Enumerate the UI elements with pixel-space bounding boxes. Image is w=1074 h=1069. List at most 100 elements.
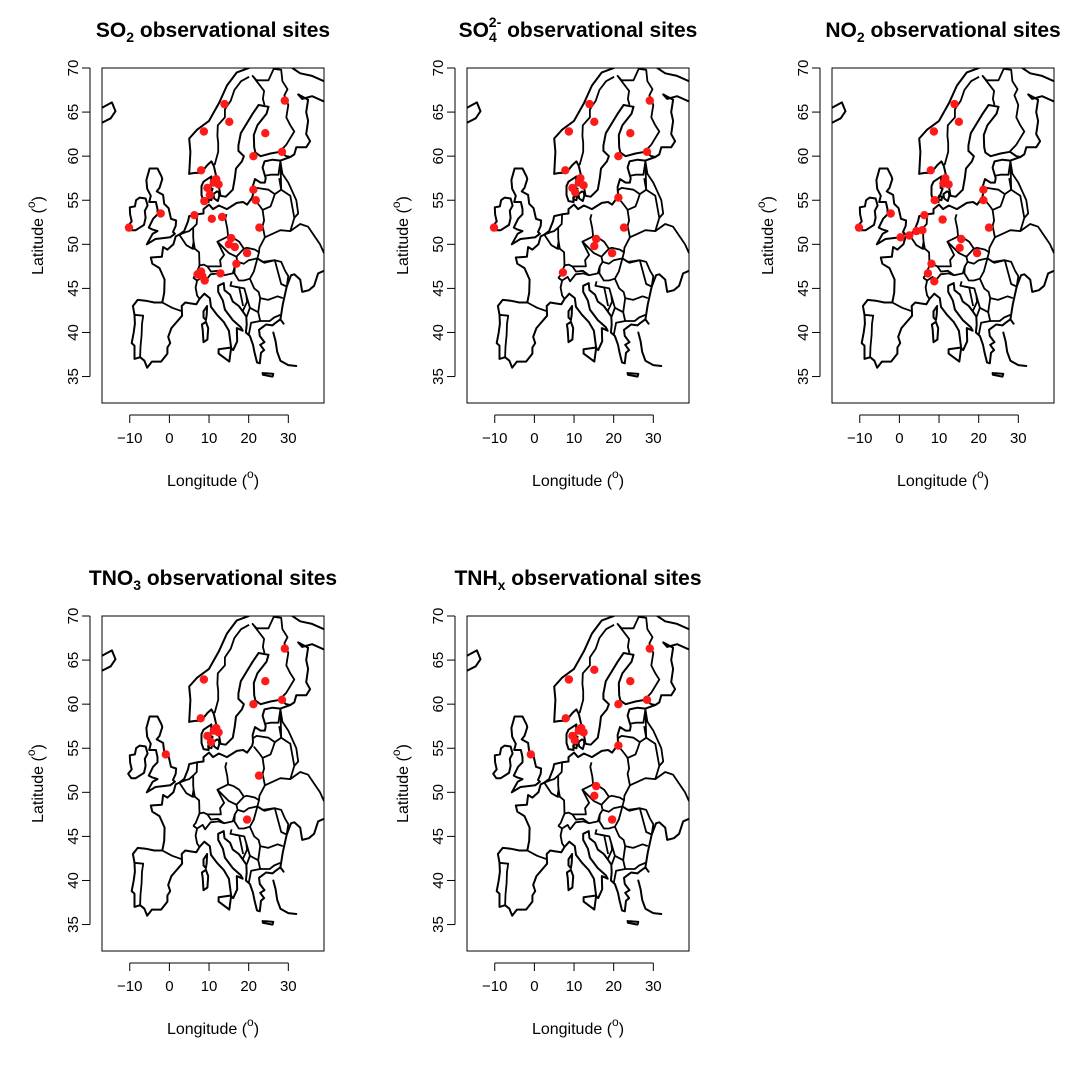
site-point — [576, 174, 585, 183]
coastline — [930, 320, 940, 344]
country-border — [946, 241, 975, 258]
site-point — [261, 129, 270, 138]
coastline — [188, 616, 324, 723]
country-border — [602, 257, 623, 265]
coastline — [577, 738, 586, 751]
site-point — [280, 644, 289, 653]
site-point — [854, 223, 864, 232]
site-point — [607, 815, 617, 824]
y-tick-label: 35 — [430, 368, 447, 385]
site-point — [277, 695, 287, 704]
plot-frame — [466, 615, 690, 952]
site-point — [124, 223, 134, 232]
country-border — [559, 280, 566, 300]
map-panel-svg: TNHx observational sites −10 0 10 20 30 35 40 45… — [389, 567, 702, 1038]
country-border — [256, 800, 290, 835]
site-point — [614, 193, 623, 202]
country-border — [622, 845, 627, 861]
coastline — [637, 331, 663, 367]
basemap — [467, 616, 689, 926]
country-border — [557, 813, 566, 827]
site-markers — [854, 99, 994, 286]
country-border — [178, 774, 194, 784]
country-border — [229, 829, 248, 860]
site-point — [957, 234, 966, 244]
site-point — [592, 781, 601, 791]
site-point — [570, 736, 579, 745]
x-tick-label: 30 — [280, 430, 297, 447]
x-tick-label: 30 — [280, 978, 297, 995]
panel-title-main: NO — [825, 19, 857, 42]
site-point — [220, 99, 229, 109]
coastline — [582, 894, 598, 911]
y-tick-label: 40 — [65, 872, 82, 889]
country-border — [194, 828, 201, 848]
coastline — [1019, 93, 1054, 158]
site-point — [614, 152, 623, 161]
country-border — [599, 285, 609, 307]
site-point — [938, 215, 947, 224]
coastline — [492, 744, 514, 780]
coastline — [212, 738, 221, 751]
y-axis-label: Latitude (o) — [24, 744, 47, 823]
country-border — [543, 226, 559, 236]
country-border — [264, 188, 296, 239]
site-point — [930, 277, 939, 286]
coastline — [188, 68, 324, 175]
country-border — [192, 762, 229, 816]
country-border — [233, 806, 259, 830]
country-border — [622, 297, 627, 313]
y-tick-label: 50 — [65, 236, 82, 253]
country-border — [279, 161, 300, 219]
country-border — [216, 789, 245, 806]
coastline — [942, 190, 951, 203]
x-tick-label: 20 — [605, 978, 622, 995]
coastline — [279, 817, 324, 869]
country-border — [256, 805, 276, 812]
y-tick-label: 60 — [795, 148, 812, 165]
coastline — [918, 68, 1054, 175]
coastline — [272, 331, 298, 367]
panel-title-sub: 2 — [126, 29, 134, 45]
coastline — [145, 715, 178, 794]
x-axis-label: Longitude (o) — [532, 1015, 624, 1038]
country-border — [559, 828, 566, 848]
x-tick-label: −10 — [117, 978, 142, 995]
country-border — [526, 301, 548, 313]
country-border — [245, 295, 251, 317]
site-point — [558, 268, 568, 277]
y-tick-label: 55 — [65, 740, 82, 757]
country-border — [256, 257, 276, 264]
country-border — [621, 805, 641, 812]
site-point — [207, 214, 216, 223]
country-border — [556, 789, 560, 797]
site-markers — [161, 644, 289, 824]
country-border — [289, 223, 324, 254]
y-tick-label: 40 — [430, 872, 447, 889]
site-point — [626, 129, 635, 138]
site-point — [216, 269, 225, 278]
x-tick-label: 30 — [1010, 430, 1027, 447]
country-border — [621, 257, 641, 264]
x-tick-label: 0 — [530, 430, 538, 447]
basemap — [102, 68, 324, 378]
site-point — [579, 181, 588, 190]
coastline — [932, 305, 939, 322]
country-border — [618, 741, 641, 759]
coastline — [261, 372, 275, 378]
country-border — [192, 214, 229, 268]
country-border — [234, 285, 244, 307]
x-tick-label: −10 — [847, 430, 872, 447]
country-border — [986, 257, 1006, 264]
panel-title-rest: observational sites — [505, 567, 701, 590]
x-tick-label: 0 — [895, 430, 903, 447]
country-border — [279, 709, 300, 767]
site-point — [626, 677, 635, 686]
country-border — [589, 209, 631, 254]
country-border — [571, 256, 604, 277]
coastline — [145, 167, 178, 246]
coastline — [217, 894, 233, 911]
country-border — [161, 301, 183, 313]
coastline — [279, 269, 324, 321]
country-border — [594, 281, 613, 312]
